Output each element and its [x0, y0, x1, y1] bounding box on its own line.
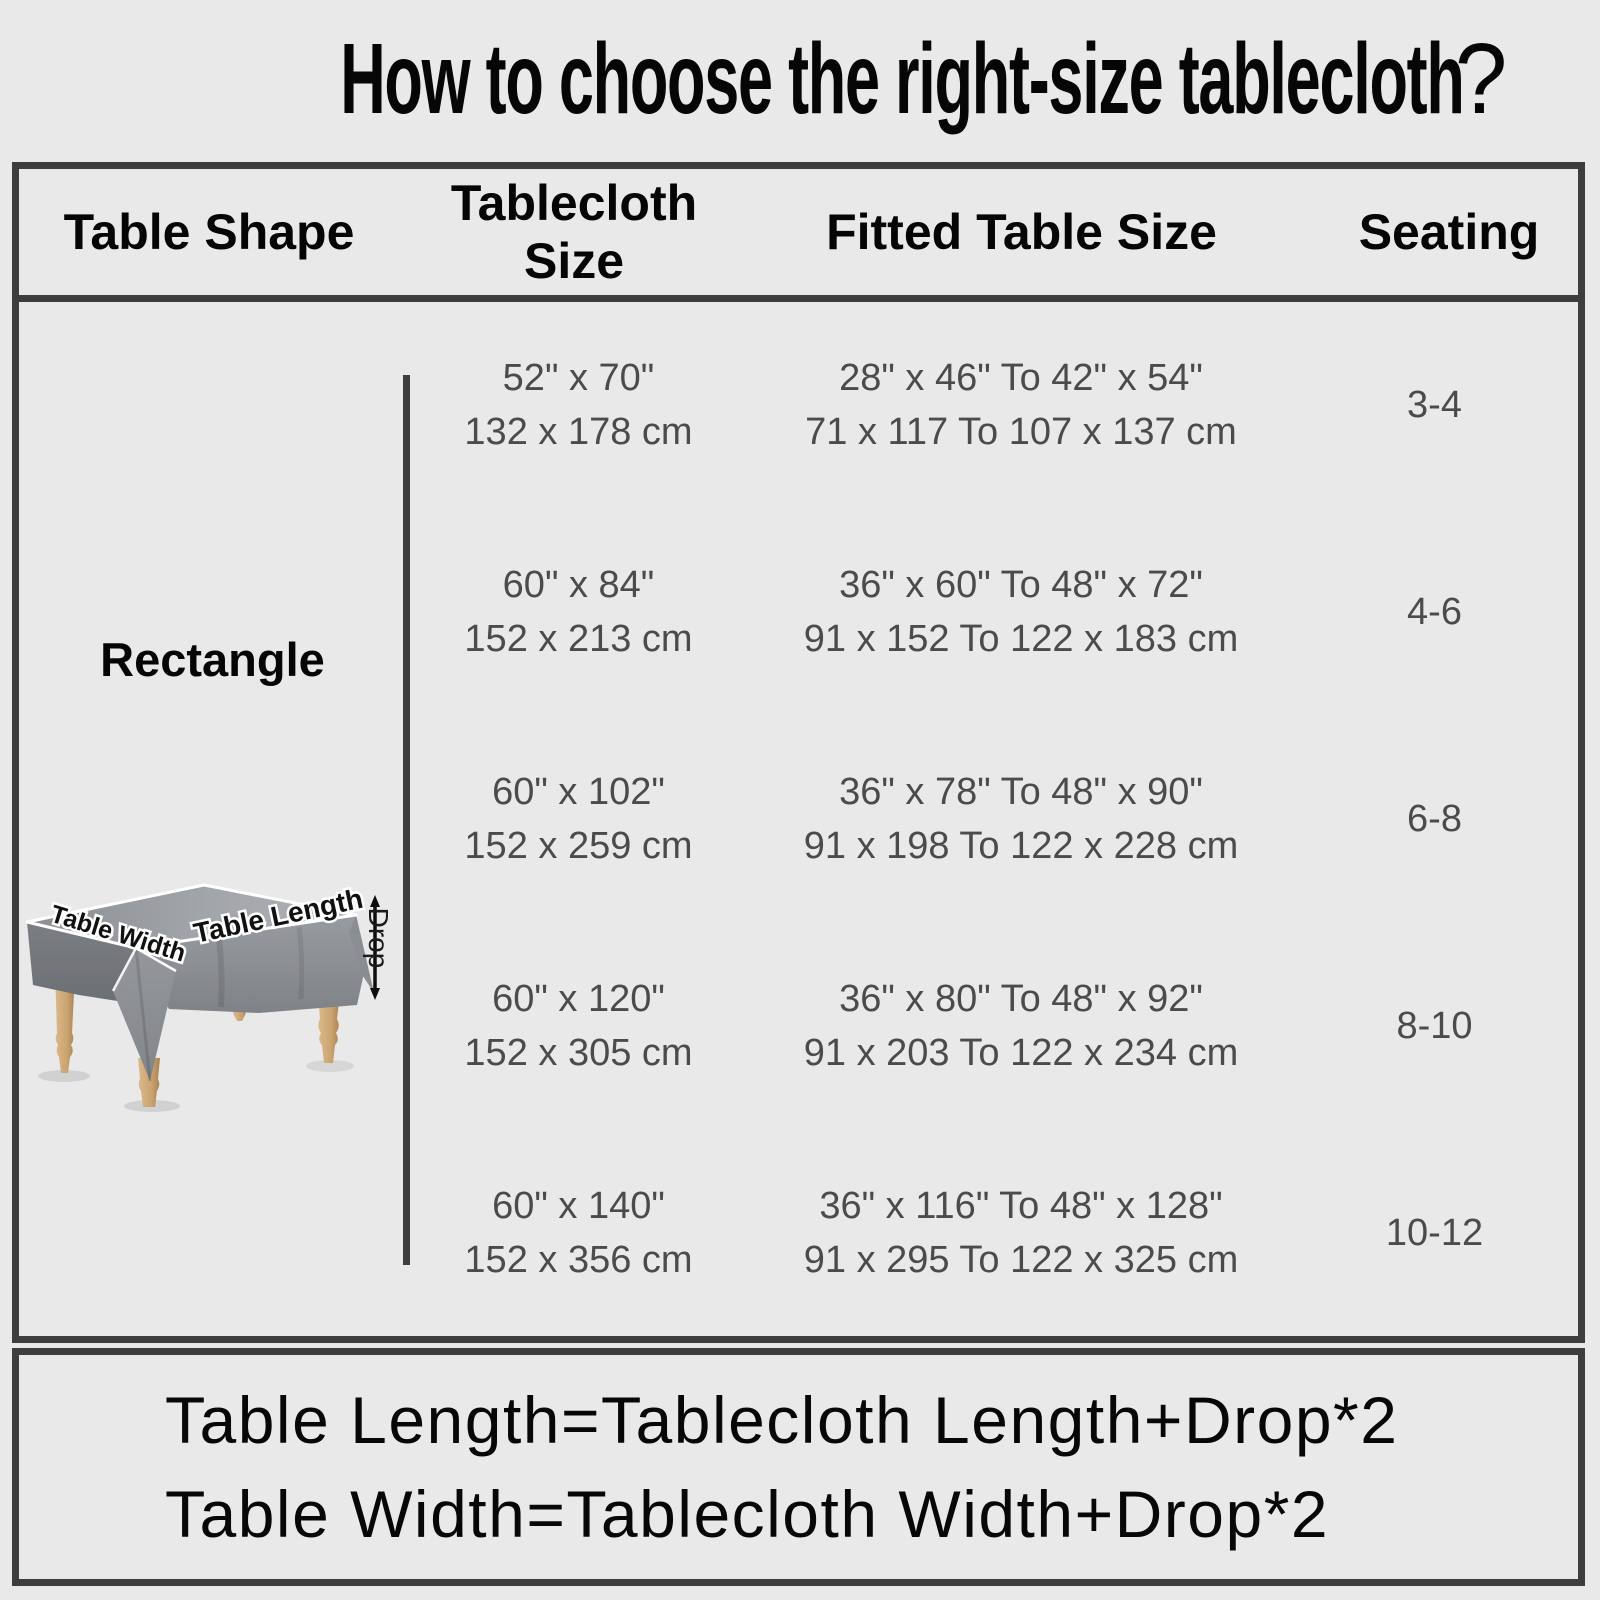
shape-label-rectangle: Rectangle [100, 633, 325, 686]
corner-drape-right-piping [135, 946, 177, 973]
seating-cell: 4-6 [1291, 509, 1578, 716]
tablecloth-left-drape [27, 922, 143, 1005]
tablecloth-size-cell: 52" x 70" 132 x 178 cm [406, 302, 751, 509]
tablecloth-illustration: Table Width Table Length Drop [25, 880, 394, 1112]
fitted-size-inches: 36" x 80" To 48" x 92" [839, 977, 1203, 1020]
front-drape-fold-shadow [216, 938, 225, 1008]
tablecloth-right-tail [349, 915, 374, 993]
corner-drape-crease [134, 947, 152, 1082]
tablecloth-size-inches: 60" x 140" [492, 1184, 665, 1227]
size-chart-box: Table Shape Tablecloth Size Fitted Table… [12, 162, 1585, 1343]
fitted-size-cm: 91 x 295 To 122 x 325 cm [803, 1238, 1239, 1281]
front-drape-fold-shadow-2 [296, 926, 305, 1000]
ground-shadow [38, 1060, 354, 1112]
column-header-table-shape: Table Shape [63, 204, 355, 260]
corner-drape-left-piping [111, 947, 138, 992]
seating-value: 4-6 [1407, 591, 1462, 634]
column-header-fitted-table-size: Fitted Table Size [826, 204, 1217, 260]
fitted-size-cm: 91 x 198 To 122 x 228 cm [803, 824, 1239, 867]
fitted-size-cm: 91 x 152 To 122 x 183 cm [803, 618, 1239, 661]
size-chart-body: Rectangle [19, 302, 1578, 1336]
tablecloth-size-inches: 60" x 102" [492, 770, 665, 813]
column-divider-line [403, 375, 410, 1265]
seating-cell: 6-8 [1291, 716, 1578, 923]
seating-value: 10-12 [1385, 1211, 1484, 1254]
tablecloth-size-cm: 152 x 305 cm [464, 1031, 693, 1074]
seating-value: 6-8 [1407, 797, 1462, 840]
tablecloth-size-cm: 152 x 259 cm [464, 824, 693, 867]
formula-box: Table Length=Tablecloth Length+Drop*2 Ta… [12, 1348, 1585, 1586]
fitted-size-inches: 36" x 78" To 48" x 90" [839, 770, 1203, 813]
table-leg-left [55, 973, 75, 1073]
seating-cell: 10-12 [1291, 1129, 1578, 1336]
tablecloth-size-inches: 60" x 84" [502, 564, 655, 607]
tablecloth-size-cell: 60" x 120" 152 x 305 cm [406, 922, 751, 1129]
formula-line-width: Table Width=Tablecloth Width+Drop*2 [165, 1477, 1330, 1551]
fitted-size-inches: 36" x 116" To 48" x 128" [819, 1184, 1223, 1227]
seating-value: 3-4 [1407, 384, 1462, 427]
seating-value: 8-10 [1396, 1004, 1473, 1047]
size-chart-header-row: Table Shape Tablecloth Size Fitted Table… [19, 169, 1578, 302]
page-title-text: How to choose the right-size tablecloth [340, 23, 1465, 135]
table-leg-front-center [138, 1058, 160, 1107]
tablecloth-size-cell: 60" x 102" 152 x 259 cm [406, 716, 751, 923]
tablecloth-size-cm: 152 x 356 cm [464, 1238, 693, 1281]
fitted-size-inches: 28" x 46" To 42" x 54" [839, 357, 1203, 400]
fitted-size-inches: 36" x 60" To 48" x 72" [839, 564, 1203, 607]
page-title-question-mark: ? [1454, 23, 1508, 135]
tablecloth-size-inches: 60" x 120" [492, 977, 665, 1020]
table-leg-right [318, 993, 340, 1063]
page-title: How to choose the right-size tablecloth? [0, 22, 1600, 137]
tablecloth-top-surface [25, 883, 358, 950]
fitted-size-cm: 91 x 203 To 122 x 234 cm [803, 1031, 1239, 1074]
drop-measure-arrow [370, 895, 380, 1000]
tablecloth-size-cell: 60" x 84" 152 x 213 cm [406, 509, 751, 716]
tablecloth-corner-drape [113, 948, 176, 1081]
table-shape-cell: Rectangle [19, 302, 406, 1336]
seating-cell: 3-4 [1291, 302, 1578, 509]
fitted-table-size-cell: 28" x 46" To 42" x 54" 71 x 117 To 107 x… [751, 302, 1291, 509]
fitted-table-size-cell: 36" x 60" To 48" x 72" 91 x 152 To 122 x… [751, 509, 1291, 716]
column-header-seating: Seating [1358, 204, 1540, 260]
seating-cell: 8-10 [1291, 922, 1578, 1129]
tablecloth-size-cm: 132 x 178 cm [464, 411, 693, 454]
tablecloth-size-cell: 60" x 140" 152 x 356 cm [406, 1129, 751, 1336]
fitted-table-size-cell: 36" x 80" To 48" x 92" 91 x 203 To 122 x… [751, 922, 1291, 1129]
fitted-table-size-cell: 36" x 116" To 48" x 128" 91 x 295 To 122… [751, 1129, 1291, 1336]
drop-label: Drop [363, 908, 394, 969]
fitted-size-cm: 71 x 117 To 107 x 137 cm [805, 411, 1237, 454]
formula-line-length: Table Length=Tablecloth Length+Drop*2 [165, 1383, 1399, 1457]
tablecloth-size-inches: 52" x 70" [502, 357, 655, 400]
fitted-table-size-cell: 36" x 78" To 48" x 90" 91 x 198 To 122 x… [751, 716, 1291, 923]
column-header-tablecloth-size: Tablecloth Size [450, 175, 698, 289]
tablecloth-size-cm: 152 x 213 cm [464, 618, 693, 661]
